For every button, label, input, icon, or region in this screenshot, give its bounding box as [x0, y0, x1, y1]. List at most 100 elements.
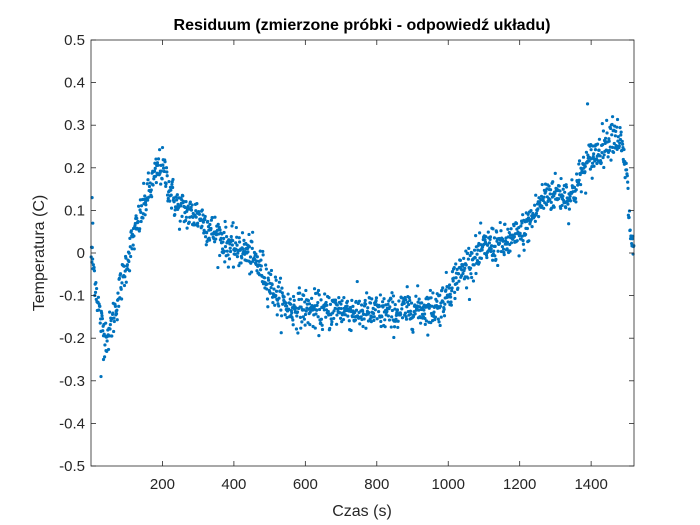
y-tick-label: -0.3 [59, 373, 85, 390]
data-point [597, 137, 602, 141]
data-point [254, 252, 258, 256]
data-point [404, 298, 408, 302]
data-point [367, 311, 371, 315]
data-point [339, 306, 343, 311]
data-point [162, 166, 166, 170]
data-point [561, 187, 565, 191]
data-point [224, 225, 228, 229]
data-point [607, 137, 611, 141]
data-point [603, 136, 608, 140]
data-point [338, 311, 342, 315]
data-point [492, 236, 497, 240]
data-point [104, 321, 108, 325]
data-point [479, 256, 484, 260]
data-point [577, 178, 581, 182]
data-point [279, 314, 284, 318]
data-point [506, 227, 510, 231]
data-point [143, 194, 147, 198]
data-point [280, 291, 284, 295]
data-point [380, 300, 385, 304]
data-point [610, 133, 614, 137]
data-point [392, 325, 397, 329]
data-point [153, 166, 157, 171]
data-point [484, 235, 488, 239]
data-point [169, 188, 173, 192]
data-point [361, 309, 365, 313]
data-point [443, 302, 447, 306]
data-point [103, 343, 107, 347]
data-point [119, 287, 123, 291]
data-point [161, 163, 165, 167]
data-point [100, 314, 104, 318]
data-point [607, 148, 612, 153]
data-point [605, 131, 609, 135]
data-point [228, 246, 232, 250]
data-point [505, 240, 510, 245]
data-point [278, 289, 282, 293]
data-point [567, 222, 571, 226]
data-point [210, 216, 215, 220]
data-point [223, 260, 227, 264]
data-point [324, 300, 328, 305]
data-point [396, 325, 400, 330]
data-point [173, 213, 177, 217]
data-point [393, 307, 397, 311]
plot-area [91, 40, 634, 466]
data-point [519, 224, 523, 228]
data-point [100, 311, 104, 315]
data-point [449, 300, 453, 304]
data-point [452, 266, 456, 270]
data-point [487, 241, 491, 245]
data-point [617, 144, 621, 148]
data-point [438, 323, 442, 328]
data-point [577, 162, 581, 166]
data-point [250, 240, 254, 244]
data-point [156, 163, 160, 167]
chart-title: Residuum (zmierzone próbki - odpowiedź u… [174, 17, 551, 34]
data-point [346, 314, 350, 318]
data-point [409, 301, 414, 305]
x-axis-ticks: 200 400 600 800 1000 1200 1400 [150, 40, 608, 493]
data-point [250, 246, 254, 250]
data-point [213, 240, 217, 244]
data-point [203, 214, 207, 219]
data-point [442, 314, 447, 318]
data-point [559, 206, 563, 210]
data-point [500, 245, 505, 249]
data-point [187, 220, 191, 224]
data-point [337, 296, 341, 300]
x-tick-label: 1200 [503, 476, 536, 493]
data-point [208, 222, 212, 227]
data-point [366, 306, 370, 310]
data-point [550, 206, 554, 210]
data-point [291, 323, 295, 327]
data-point [246, 250, 250, 254]
data-point [329, 322, 334, 326]
data-point [386, 314, 390, 318]
data-point [290, 311, 294, 315]
data-point [626, 180, 630, 184]
data-point [317, 334, 321, 338]
data-point [119, 297, 124, 301]
data-point [217, 225, 221, 229]
data-point [579, 182, 583, 187]
data-point [147, 195, 151, 199]
data-point [495, 230, 499, 234]
data-point [363, 298, 367, 303]
data-point [95, 286, 99, 291]
data-point [181, 194, 185, 198]
data-point [450, 289, 454, 293]
data-point [597, 148, 601, 152]
data-point [277, 280, 282, 284]
data-point [564, 206, 568, 210]
data-point [627, 215, 631, 220]
data-point [216, 265, 220, 270]
data-point [621, 142, 625, 146]
data-point [365, 291, 369, 295]
data-point [298, 291, 302, 295]
data-point [349, 328, 353, 333]
data-point [137, 204, 141, 208]
data-point [616, 135, 620, 139]
data-point [600, 121, 604, 126]
data-point [189, 208, 194, 212]
